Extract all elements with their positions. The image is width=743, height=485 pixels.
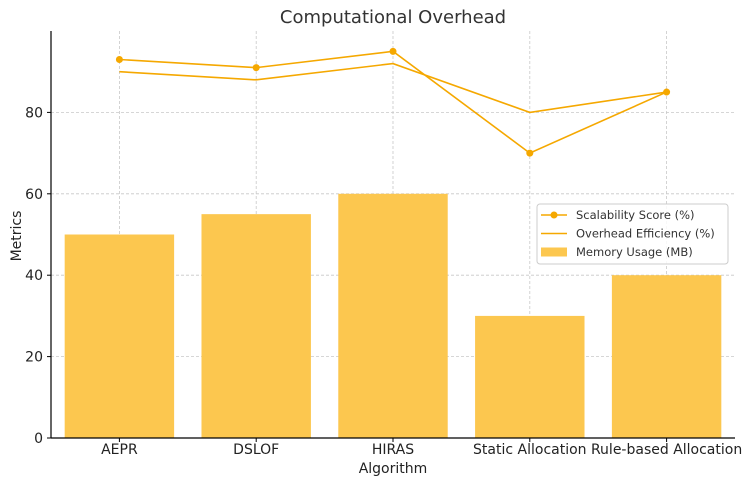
lines xyxy=(115,47,671,157)
y-tick-label: 0 xyxy=(34,431,43,447)
ticks: 0 20 40 60 80 AEPR DSLOF HIRAS Static Allocation… xyxy=(25,105,742,458)
legend-label: Memory Usage (MB) xyxy=(576,245,693,259)
legend-swatch-memory-usage xyxy=(541,247,567,257)
y-tick-label: 80 xyxy=(25,105,43,121)
chart-title: Computational Overhead xyxy=(280,7,506,28)
y-tick-label: 20 xyxy=(25,350,43,366)
x-tick-label: Static Allocation xyxy=(473,442,587,458)
y-axis-label: Metrics xyxy=(9,211,25,262)
x-tick-label: AEPR xyxy=(101,442,138,458)
bars xyxy=(64,193,722,438)
bar-memory-usage xyxy=(201,214,311,438)
point-scalability-score xyxy=(389,47,397,55)
x-axis-label: Algorithm xyxy=(359,461,428,477)
bar-memory-usage xyxy=(338,193,448,438)
line-overhead-efficiency xyxy=(119,62,667,114)
legend-label: Scalability Score (%) xyxy=(576,208,695,222)
x-tick-label: HIRAS xyxy=(372,442,414,458)
point-scalability-score xyxy=(663,88,671,96)
legend-box xyxy=(536,203,729,265)
x-tick-label: Rule-based Allocation xyxy=(591,442,742,458)
x-tick-label: DSLOF xyxy=(233,442,279,458)
point-scalability-score xyxy=(252,64,260,72)
bar-memory-usage xyxy=(611,275,722,438)
legend: Scalability Score (%) Overhead Efficiency… xyxy=(536,203,729,265)
legend-marker-scalability-score xyxy=(550,211,558,219)
bar-memory-usage xyxy=(475,315,585,438)
point-scalability-score xyxy=(115,55,123,63)
y-tick-label: 40 xyxy=(25,268,43,284)
bar-memory-usage xyxy=(64,234,175,438)
point-scalability-score xyxy=(526,149,534,157)
legend-label: Overhead Efficiency (%) xyxy=(576,227,715,241)
y-tick-label: 60 xyxy=(25,187,43,203)
